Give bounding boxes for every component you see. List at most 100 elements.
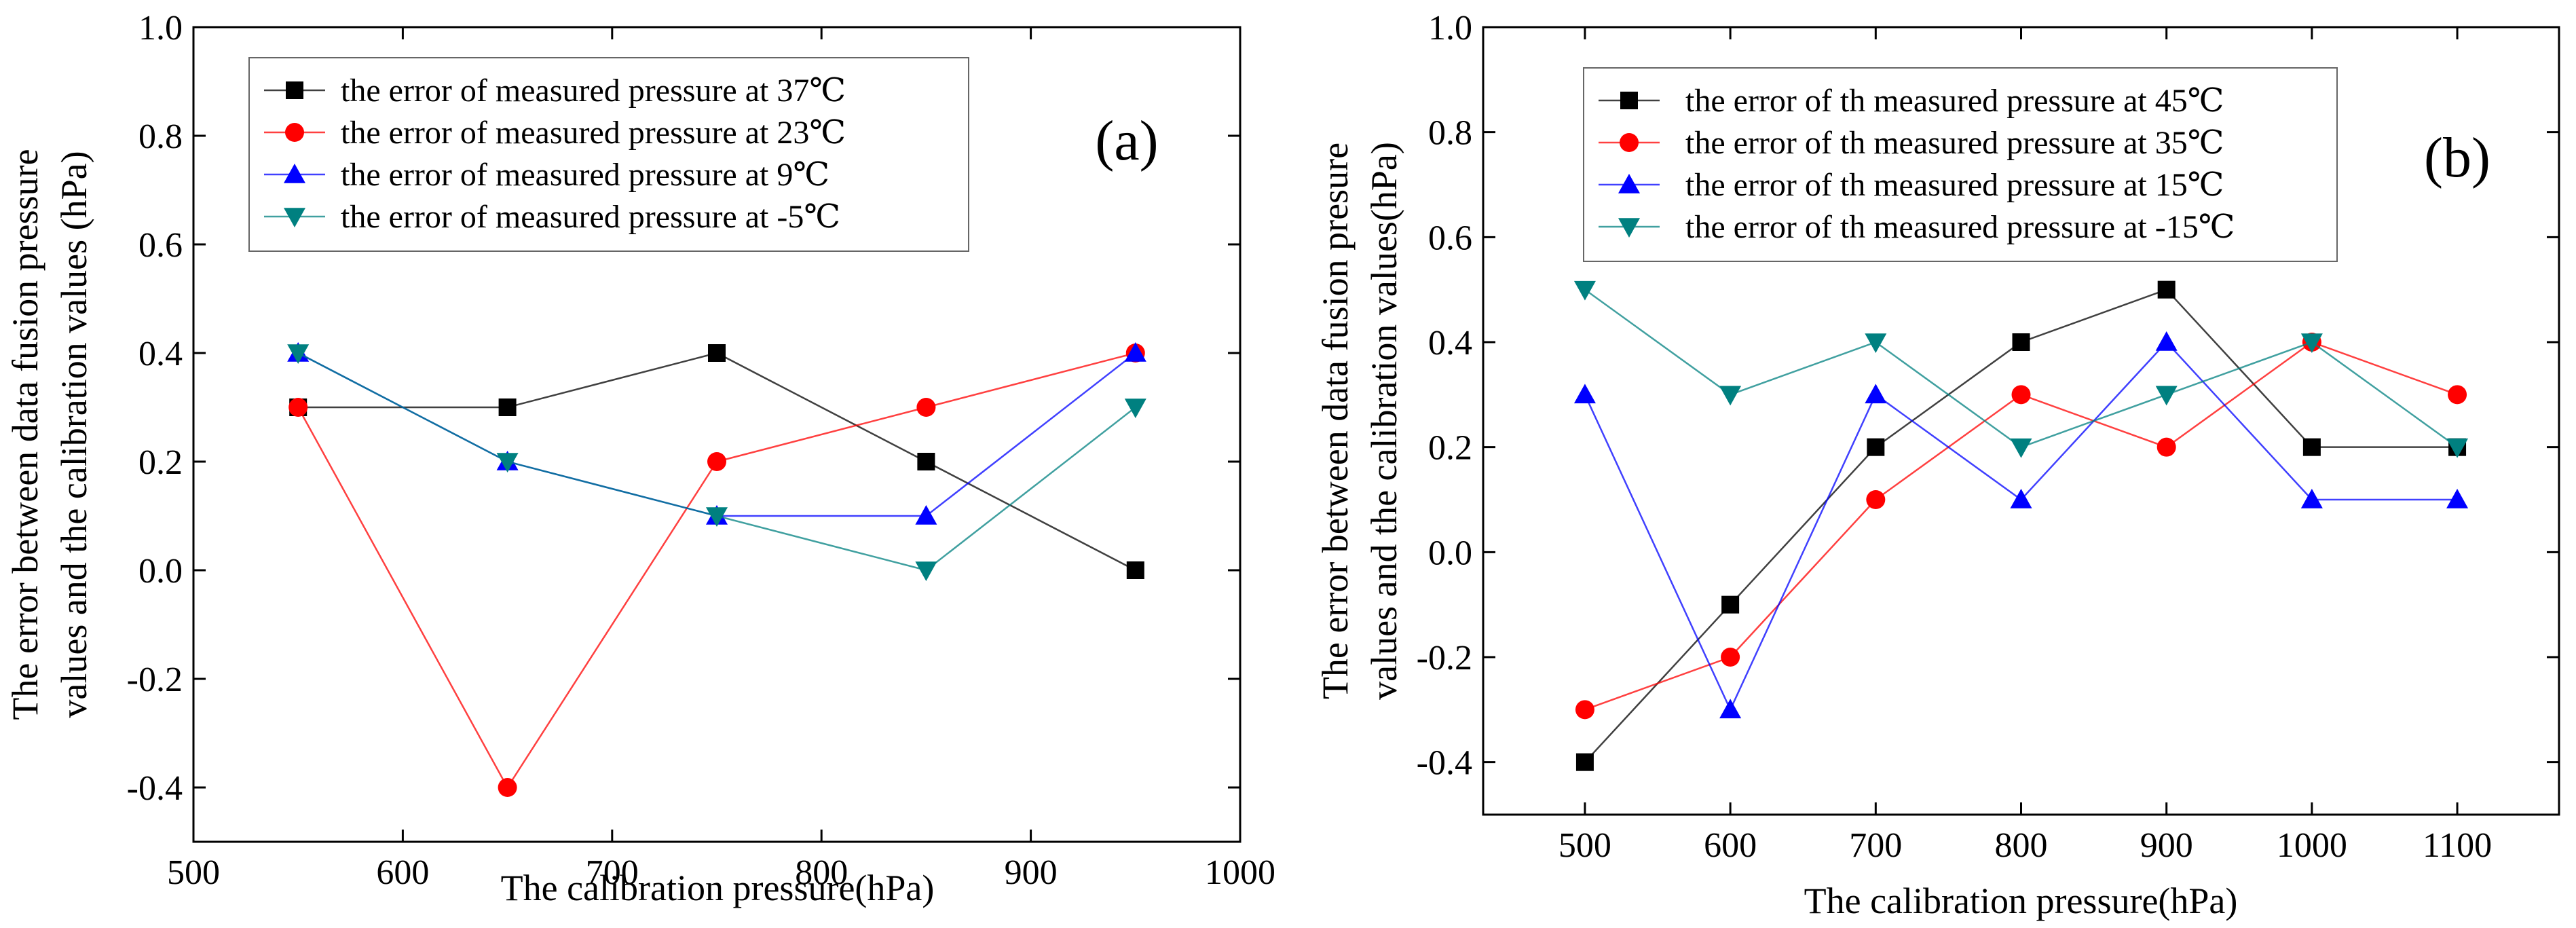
y-tick-label: -0.2: [1417, 639, 1472, 678]
y-tick-label: 0.4: [1428, 324, 1472, 363]
x-tick-label: 800: [1995, 826, 2048, 865]
data-point: [498, 778, 517, 797]
x-tick-label: 1000: [1205, 853, 1275, 892]
legend-entry-label: the error of th measured pressure at 35℃: [1685, 125, 2224, 161]
legend-marker: [285, 123, 304, 142]
data-point: [2448, 385, 2467, 405]
x-tick-label: 500: [167, 853, 220, 892]
legend-marker: [1620, 133, 1639, 152]
panel-label: (a): [1095, 109, 1158, 172]
data-point: [498, 398, 517, 416]
data-point: [1575, 700, 1594, 720]
data-point: [2302, 438, 2321, 456]
x-tick-label: 800: [795, 853, 848, 892]
data-point: [1719, 699, 1742, 719]
series-0: [1575, 280, 2467, 771]
chart-panel-b: 500 600 700 800 900 1000 1100 -0.4 -0.2 0.0 0.2 0.4…: [1315, 9, 2560, 921]
x-tick-label: 500: [1558, 826, 1611, 865]
data-point: [1865, 384, 1887, 404]
x-tick-label: 600: [1704, 826, 1757, 865]
legend-marker: [1620, 92, 1638, 109]
x-tick-label: 700: [586, 853, 639, 892]
chart-panel-a: 500 600 700 800 900 1000 -0.4 -0.2 0.0 0.2 0.4 0.6 0…: [5, 9, 1275, 908]
data-point: [916, 398, 936, 417]
y-tick-label: 1.0: [1428, 9, 1472, 48]
panel-label: (b): [2424, 126, 2490, 189]
legend-marker: [1618, 174, 1640, 193]
series-line: [1584, 289, 2458, 449]
data-point: [1126, 561, 1144, 579]
y-tick-label: 1.0: [138, 9, 183, 48]
series-line: [297, 352, 1136, 517]
legend: the error of th measured pressure at 45℃…: [1583, 67, 2338, 262]
data-point: [1575, 753, 1594, 771]
y-tick-label: 0.8: [138, 117, 183, 156]
y-tick-label: 0.0: [138, 552, 183, 591]
series-3: [287, 344, 1146, 581]
y-tick-label: -0.4: [1417, 744, 1472, 783]
y-tick-label: 0.6: [138, 226, 183, 265]
y-axis-label: values and the calibration values(hPa): [1364, 142, 1404, 700]
data-point: [2446, 438, 2469, 458]
series-line: [1584, 289, 2458, 763]
data-point: [1865, 333, 1887, 353]
y-tick-label: -0.2: [127, 661, 183, 699]
y-tick-label: 0.4: [138, 335, 183, 373]
data-point: [2155, 331, 2178, 351]
data-point: [1721, 648, 1740, 667]
data-point: [1867, 438, 1885, 456]
series-1: [1575, 333, 2467, 720]
y-tick-label: 0.8: [1428, 114, 1472, 153]
data-point: [2010, 489, 2032, 508]
x-tick-label: 1000: [2277, 826, 2347, 865]
y-tick-label: 0.2: [1428, 429, 1472, 468]
y-tick-label: 0.2: [138, 443, 183, 482]
plot-frame: [192, 26, 1242, 843]
x-tick-label: 1100: [2423, 826, 2492, 865]
legend-marker: [284, 164, 305, 183]
data-point: [2157, 437, 2176, 457]
y-axis-label: The error between data fusion pressure: [5, 149, 45, 720]
series-2: [287, 342, 1146, 525]
legend-box: [248, 57, 969, 252]
legend-entry-label: the error of measured pressure at 9℃: [341, 157, 829, 193]
y-axis-label: The error between data fusion presure: [1315, 143, 1356, 699]
legend-marker: [286, 81, 303, 99]
data-point: [2300, 489, 2323, 508]
y-tick-label: 0.0: [1428, 534, 1472, 572]
data-point: [1719, 386, 1742, 406]
x-axis-label: The calibration pressure(hPa): [501, 868, 935, 908]
series-1: [288, 344, 1145, 797]
data-point: [288, 398, 308, 417]
data-point: [2155, 386, 2178, 406]
data-point: [706, 507, 728, 527]
legend-entry-label: the error of measured pressure at -5℃: [341, 199, 840, 235]
data-point: [287, 344, 310, 364]
legend-box: [1583, 67, 2338, 262]
data-point: [2010, 438, 2032, 458]
data-point: [1573, 280, 1596, 301]
legend-entry-label: the error of measured pressure at 23℃: [341, 115, 846, 151]
data-point: [1124, 342, 1146, 362]
y-tick-label: 0.6: [1428, 219, 1472, 257]
y-axis-label: values and the calibration values (hPa): [54, 151, 94, 718]
data-point: [915, 505, 937, 525]
data-point: [915, 561, 937, 581]
legend: the error of measured pressure at 37℃ the…: [248, 57, 969, 252]
x-axis-label: The calibration pressure(hPa): [1804, 880, 2238, 921]
y-tick-label: -0.4: [127, 769, 183, 808]
data-point: [1866, 490, 1886, 509]
data-point: [1721, 595, 1740, 614]
data-point: [1573, 384, 1596, 404]
legend-marker: [1618, 218, 1640, 238]
data-point: [2446, 489, 2469, 508]
data-point: [707, 452, 726, 471]
data-point: [708, 344, 726, 362]
legend-marker: [284, 208, 305, 227]
data-point: [496, 453, 519, 472]
data-point: [1124, 398, 1146, 418]
legend-entry-label: the error of th measured pressure at 15℃: [1685, 167, 2224, 203]
series-2: [1573, 331, 2469, 719]
x-tick-label: 900: [1005, 853, 1058, 892]
